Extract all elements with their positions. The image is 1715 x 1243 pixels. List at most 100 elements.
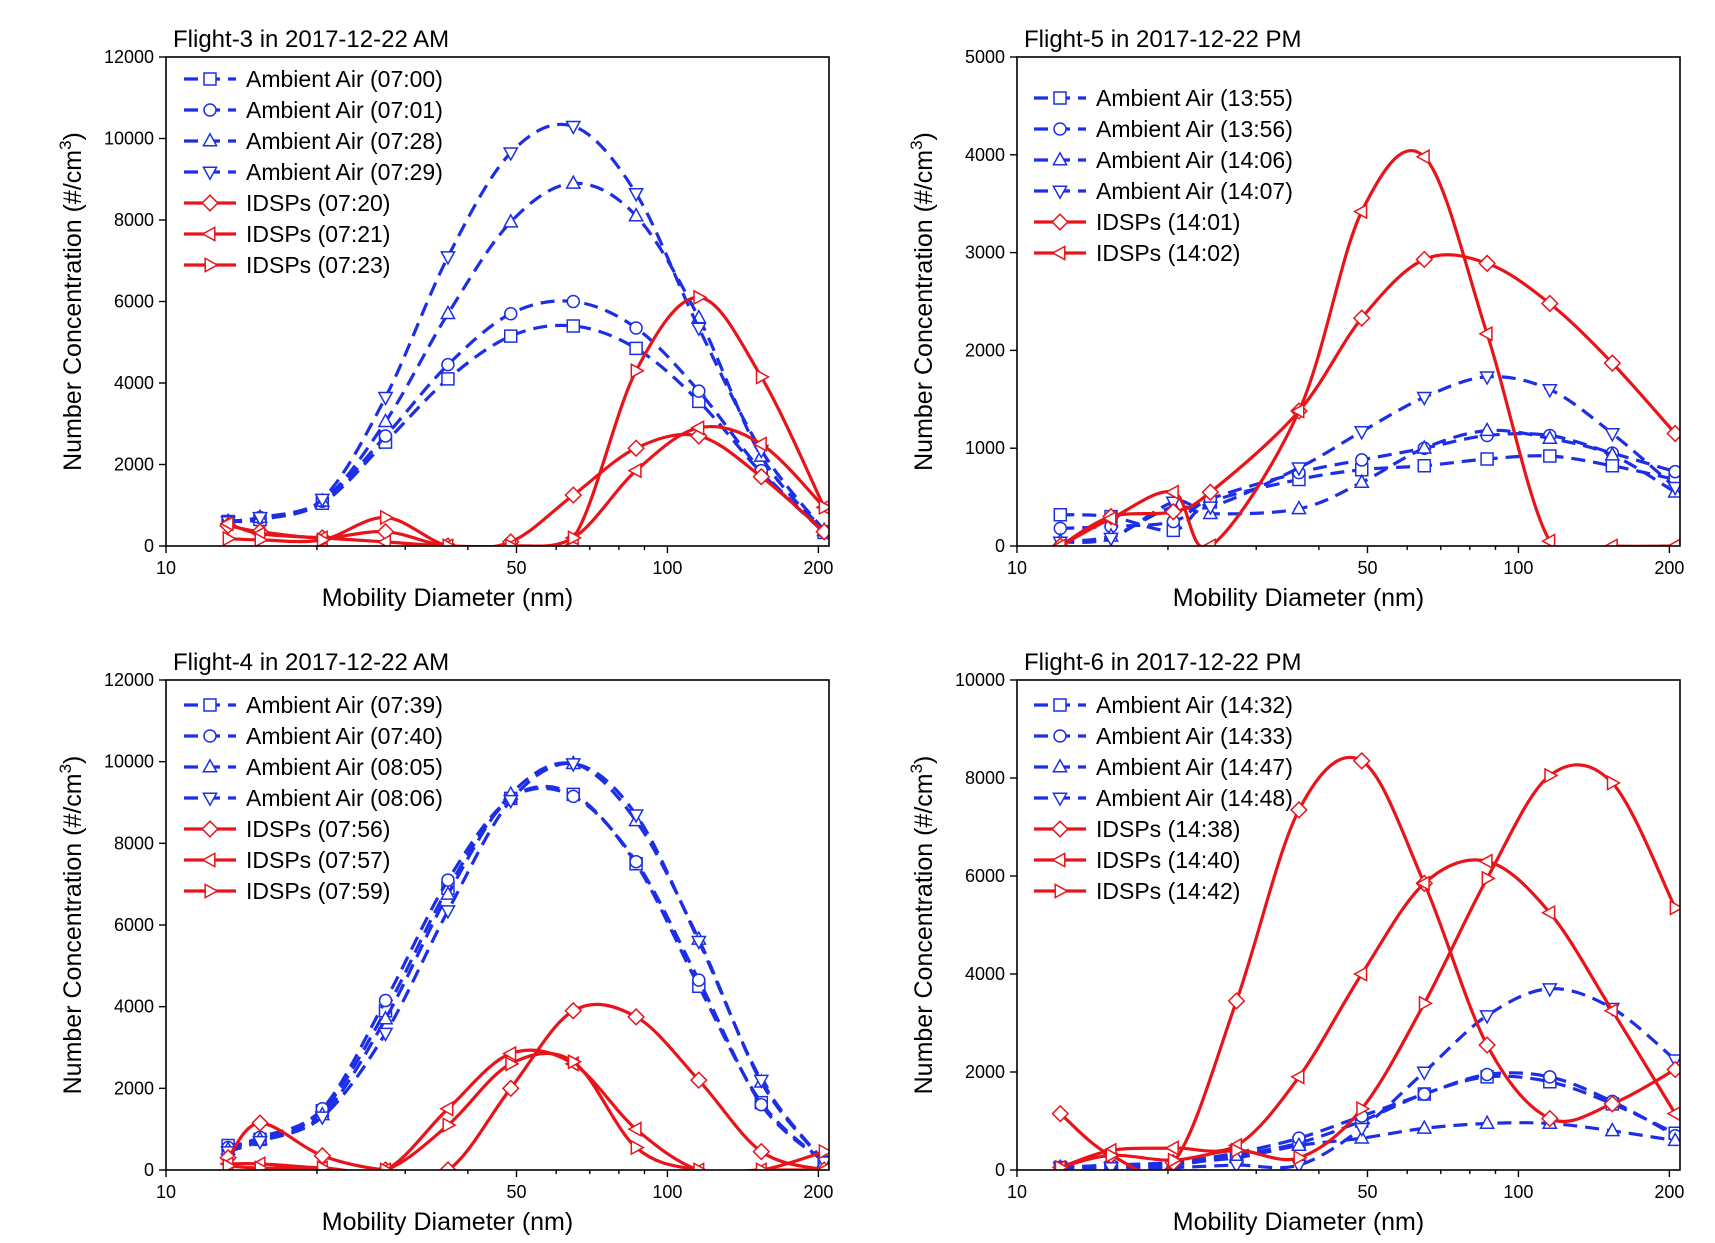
data-point-6-10 xyxy=(818,1143,829,1160)
y-tick-label: 4000 xyxy=(114,373,154,393)
data-point-2-5 xyxy=(1353,473,1370,488)
data-point-1-3 xyxy=(378,993,393,1008)
legend-marker xyxy=(201,194,219,212)
data-point-4-9 xyxy=(752,467,771,486)
data-point-0-7 xyxy=(629,341,643,356)
y-tick-label: 0 xyxy=(995,536,1005,556)
legend-label: Ambient Air (13:56) xyxy=(1096,116,1293,142)
x-tick-label: 50 xyxy=(506,1182,526,1202)
chart-panel-flight-5: 10 50 100 200010002000300040005000Flight-5 … xyxy=(907,26,1684,612)
legend-marker xyxy=(1053,698,1067,712)
data-point-6-10 xyxy=(818,499,829,516)
legend: Ambient Air (14:32) Ambient Air (14:33) Am… xyxy=(1034,692,1293,904)
data-point-5-4 xyxy=(1290,1069,1305,1085)
data-point-6-7 xyxy=(630,1139,645,1156)
data-point-1-6 xyxy=(566,294,581,309)
y-tick-label: 5000 xyxy=(965,47,1005,67)
y-tick-label: 4000 xyxy=(965,145,1005,165)
data-point-5-1 xyxy=(1102,510,1117,527)
data-point-0-9 xyxy=(1605,459,1620,473)
data-point-2-8 xyxy=(1541,429,1558,444)
data-point-6-0 xyxy=(1054,1159,1070,1170)
legend-item: IDSPs (07:59) xyxy=(184,878,390,904)
data-point-5-7 xyxy=(1478,325,1493,342)
series-line-3 xyxy=(1060,987,1677,1170)
plot-frame xyxy=(1016,56,1681,547)
y-tick-label: 6000 xyxy=(114,915,154,935)
legend-marker xyxy=(204,883,219,899)
legend-item: IDSPs (14:38) xyxy=(1034,816,1240,842)
data-point-5-4 xyxy=(1290,403,1305,419)
data-point-5-9 xyxy=(1603,1002,1618,1019)
series-line-4 xyxy=(226,1002,825,1170)
data-point-4-0 xyxy=(1051,1104,1070,1123)
legend-item: IDSPs (14:01) xyxy=(1034,209,1240,235)
data-point-4-4 xyxy=(439,1161,457,1170)
data-point-1-4 xyxy=(441,357,455,372)
data-point-6-5 xyxy=(505,538,520,546)
legend-item: IDSPs (07:57) xyxy=(184,847,390,873)
data-point-4-10 xyxy=(815,522,829,541)
x-tick-label: 10 xyxy=(1007,1182,1027,1202)
y-tick-label: 6000 xyxy=(114,292,154,312)
y-tick-label: 2000 xyxy=(965,340,1005,360)
legend-item: Ambient Air (07:28) xyxy=(184,128,443,154)
legend-item: IDSPs (14:40) xyxy=(1034,847,1240,873)
plot-area xyxy=(219,754,829,1170)
data-point-1-9 xyxy=(754,1097,769,1112)
data-point-5-2 xyxy=(1164,1140,1179,1156)
data-point-5-5 xyxy=(1352,966,1368,982)
legend-marker xyxy=(202,166,218,181)
y-tick-label: 0 xyxy=(144,1160,154,1180)
data-point-5-9 xyxy=(752,436,767,452)
data-point-1-3 xyxy=(378,429,393,443)
data-point-6-9 xyxy=(755,369,771,385)
legend-marker xyxy=(202,792,218,807)
data-point-6-7 xyxy=(630,362,645,379)
y-tick-label: 12000 xyxy=(104,670,154,690)
data-point-3-4 xyxy=(1291,462,1307,477)
data-point-2-6 xyxy=(1416,1119,1433,1134)
data-point-5-6 xyxy=(1415,148,1430,165)
y-tick-label: 2000 xyxy=(114,455,154,475)
data-point-6-5 xyxy=(1356,1100,1371,1117)
data-point-2-6 xyxy=(565,174,582,189)
x-tick-label: 100 xyxy=(652,558,682,578)
legend-item: Ambient Air (14:32) xyxy=(1034,692,1293,718)
data-point-6-6 xyxy=(1418,995,1434,1012)
legend-label: IDSPs (07:59) xyxy=(246,878,390,904)
data-point-4-3 xyxy=(1227,992,1246,1010)
y-tick-label: 2000 xyxy=(114,1078,154,1098)
data-point-6-1 xyxy=(254,532,269,546)
x-tick-label: 50 xyxy=(1357,558,1377,578)
data-point-3-5 xyxy=(502,794,519,810)
data-point-6-8 xyxy=(693,1162,708,1170)
x-tick-label: 200 xyxy=(1654,1182,1684,1202)
legend-label: Ambient Air (07:40) xyxy=(246,723,443,749)
data-point-0-7 xyxy=(1480,452,1494,466)
data-point-4-4 xyxy=(1290,800,1308,819)
legend-item: Ambient Air (08:05) xyxy=(184,754,443,780)
data-point-5-7 xyxy=(627,462,642,479)
data-point-2-10 xyxy=(1667,1131,1680,1147)
data-point-5-10 xyxy=(815,1162,829,1170)
data-point-4-2 xyxy=(1164,502,1183,521)
chart-title: Flight-4 in 2017-12-22 AM xyxy=(173,649,449,676)
legend-label: Ambient Air (07:39) xyxy=(246,692,443,718)
legend-item: Ambient Air (14:48) xyxy=(1034,785,1293,811)
legend-label: Ambient Air (07:01) xyxy=(246,97,443,123)
x-tick-label: 50 xyxy=(1357,1182,1377,1202)
data-point-6-4 xyxy=(442,538,457,546)
legend-marker xyxy=(203,698,217,712)
data-point-4-9 xyxy=(1603,1094,1622,1113)
legend-label: IDSPs (07:57) xyxy=(246,847,390,873)
x-axis-label: Mobility Diameter (nm) xyxy=(322,1208,573,1236)
legend-label: IDSPs (14:01) xyxy=(1096,209,1240,235)
y-tick-label: 6000 xyxy=(965,866,1005,886)
data-point-3-4 xyxy=(440,905,456,920)
y-axis-label: Number Concentration (#/cm3) xyxy=(56,132,87,471)
legend-label: IDSPs (14:42) xyxy=(1096,878,1240,904)
x-tick-label: 50 xyxy=(506,558,526,578)
data-point-5-8 xyxy=(690,419,705,436)
series-line-4 xyxy=(227,432,826,546)
